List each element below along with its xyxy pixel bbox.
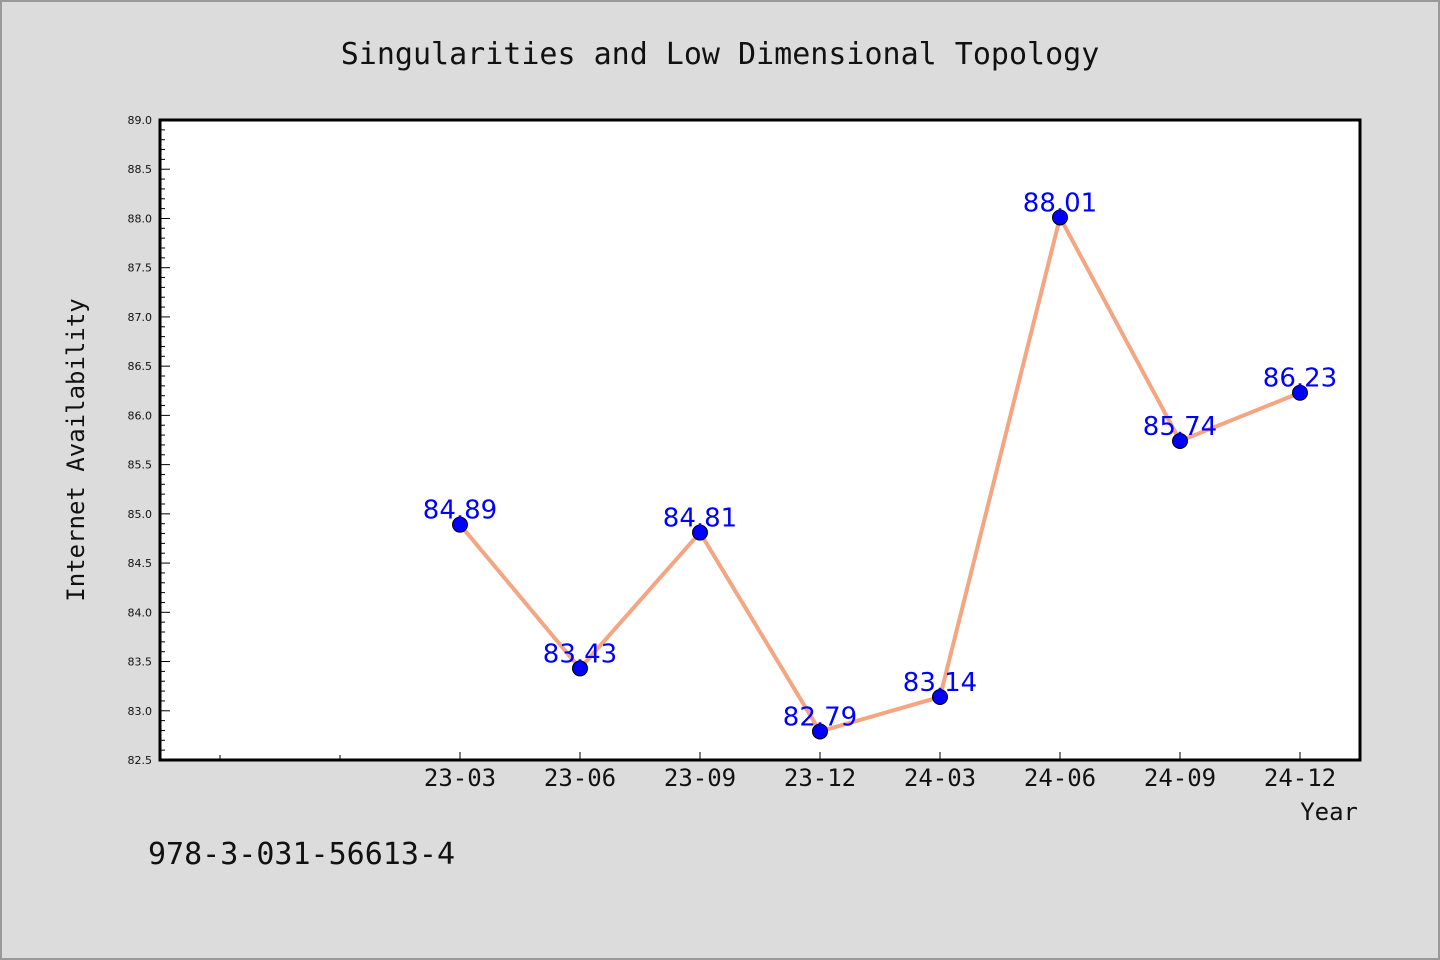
y-tick-label: 85.5 <box>128 459 153 472</box>
data-label: 84.89 <box>423 496 497 526</box>
data-point <box>572 660 588 677</box>
y-tick-label: 83.5 <box>128 656 153 669</box>
data-label: 86.23 <box>1263 364 1337 394</box>
x-tick-label: 23-09 <box>664 764 736 792</box>
x-tick-label: 23-03 <box>424 764 496 792</box>
chart-title: Singularities and Low Dimensional Topolo… <box>341 37 1100 72</box>
data-point <box>1052 209 1068 226</box>
y-tick-label: 88.0 <box>128 212 153 225</box>
y-tick-label: 87.0 <box>128 311 153 324</box>
data-label: 83.14 <box>903 668 977 698</box>
data-point <box>812 723 828 740</box>
series-line-group <box>458 215 1302 734</box>
y-tick-label: 86.0 <box>128 409 153 422</box>
data-point <box>1172 432 1188 449</box>
footnote-isbn: 978-3-031-56613-4 <box>148 837 455 872</box>
data-labels: 84.89 83.43 84.81 82.79 83.14 88.01 85.74 86.23 <box>423 188 1337 732</box>
data-label: 82.79 <box>783 702 857 732</box>
plot-area <box>158 118 1362 762</box>
y-axis-label: Internet Availability <box>62 298 90 601</box>
y-tick-label: 89.0 <box>128 114 153 127</box>
x-tick-label: 24-03 <box>904 764 976 792</box>
data-label: 83.43 <box>543 639 617 669</box>
data-point <box>452 516 468 533</box>
data-point <box>932 688 948 705</box>
x-tick-label: 23-12 <box>784 764 856 792</box>
y-tick-label: 87.5 <box>128 262 153 275</box>
x-tick-label: 24-09 <box>1144 764 1216 792</box>
series-line <box>458 215 1302 734</box>
data-point <box>1292 384 1308 401</box>
y-tick-label: 84.5 <box>128 557 153 570</box>
y-axis: 82.5 83.0 83.5 84.0 84.5 85.0 85.5 86.0 86.5 87.0… <box>128 114 170 767</box>
y-tick-label: 85.0 <box>128 508 153 521</box>
data-label: 84.81 <box>663 504 737 534</box>
data-points <box>452 209 1308 740</box>
y-tick-label: 84.0 <box>128 606 153 619</box>
data-point <box>692 524 708 541</box>
x-tick-label: 23-06 <box>544 764 616 792</box>
x-tick-label: 24-12 <box>1264 764 1336 792</box>
x-tick-label: 24-06 <box>1024 764 1096 792</box>
x-axis-label: Year <box>1300 798 1358 826</box>
y-tick-label: 82.5 <box>128 754 153 767</box>
y-tick-label: 86.5 <box>128 360 153 373</box>
data-label: 88.01 <box>1023 188 1097 218</box>
y-tick-label: 88.5 <box>128 163 153 176</box>
x-axis: 23-03 23-06 23-09 23-12 24-03 24-06 24-09 24-12 <box>219 752 1336 792</box>
y-tick-label: 83.0 <box>128 705 153 718</box>
data-label: 85.74 <box>1143 412 1217 442</box>
